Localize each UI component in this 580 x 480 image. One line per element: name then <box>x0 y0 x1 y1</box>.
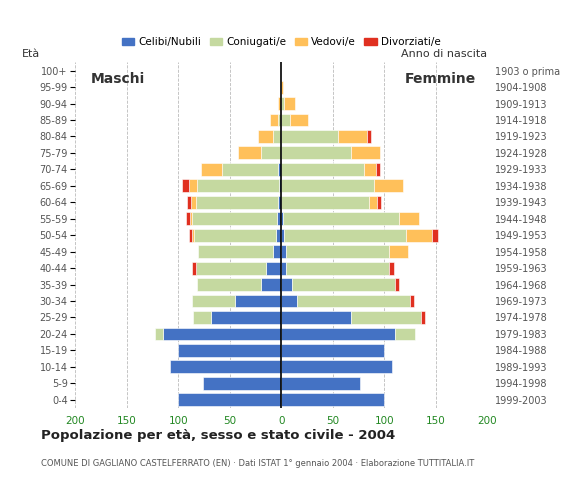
Bar <box>281 114 289 126</box>
Bar <box>192 229 194 241</box>
Text: Maschi: Maschi <box>91 72 145 86</box>
Bar <box>278 196 281 209</box>
Bar <box>281 130 338 143</box>
Bar <box>398 212 419 225</box>
Bar <box>163 327 281 340</box>
Bar <box>258 130 273 143</box>
Bar <box>277 212 281 225</box>
Bar <box>281 262 287 275</box>
Bar <box>281 393 384 406</box>
Bar <box>292 278 394 291</box>
Bar <box>178 393 281 406</box>
Bar <box>281 146 351 159</box>
Bar <box>197 278 260 291</box>
Bar <box>281 360 393 373</box>
Bar <box>192 262 196 275</box>
Bar <box>191 196 196 209</box>
Bar <box>394 278 398 291</box>
Bar <box>394 327 415 340</box>
Bar <box>377 196 381 209</box>
Bar <box>284 97 295 110</box>
Bar <box>410 295 414 308</box>
Bar <box>273 130 281 143</box>
Bar <box>281 229 284 241</box>
Bar <box>281 81 284 94</box>
Bar <box>421 311 425 324</box>
Bar <box>364 163 376 176</box>
Text: Femmine: Femmine <box>405 72 476 86</box>
Bar <box>338 130 367 143</box>
Bar <box>289 114 308 126</box>
Bar <box>281 295 297 308</box>
Bar <box>203 377 281 390</box>
Bar <box>260 146 281 159</box>
Bar <box>155 327 163 340</box>
Bar <box>351 311 421 324</box>
Text: Anno di nascita: Anno di nascita <box>401 49 487 59</box>
Bar <box>284 229 406 241</box>
Bar <box>186 212 190 225</box>
Bar <box>281 377 360 390</box>
Bar <box>170 360 281 373</box>
Bar <box>287 262 389 275</box>
Bar <box>278 163 281 176</box>
Bar <box>194 229 276 241</box>
Bar <box>201 163 222 176</box>
Bar <box>281 180 374 192</box>
Bar <box>192 295 235 308</box>
Bar <box>235 295 281 308</box>
Bar <box>297 295 410 308</box>
Bar <box>281 196 369 209</box>
Bar <box>183 180 188 192</box>
Bar <box>281 327 394 340</box>
Bar <box>193 311 211 324</box>
Text: COMUNE DI GAGLIANO CASTELFERRATO (EN) · Dati ISTAT 1° gennaio 2004 · Elaborazion: COMUNE DI GAGLIANO CASTELFERRATO (EN) · … <box>41 458 474 468</box>
Bar <box>178 344 281 357</box>
Bar <box>196 196 278 209</box>
Legend: Celibi/Nubili, Coniugati/e, Vedovi/e, Divorziati/e: Celibi/Nubili, Coniugati/e, Vedovi/e, Di… <box>118 33 445 51</box>
Text: Età: Età <box>22 49 40 59</box>
Bar <box>266 262 281 275</box>
Bar <box>276 229 281 241</box>
Bar <box>278 114 281 126</box>
Bar <box>273 245 281 258</box>
Bar <box>281 344 384 357</box>
Bar <box>281 212 284 225</box>
Bar <box>284 212 398 225</box>
Bar <box>389 262 393 275</box>
Bar <box>187 196 191 209</box>
Bar <box>281 245 287 258</box>
Bar <box>238 146 260 159</box>
Bar <box>367 130 371 143</box>
Bar <box>281 163 364 176</box>
Bar <box>198 245 273 258</box>
Bar <box>287 245 389 258</box>
Bar <box>260 278 281 291</box>
Bar <box>389 245 408 258</box>
Bar <box>279 180 281 192</box>
Bar <box>369 196 377 209</box>
Bar <box>222 163 278 176</box>
Bar <box>281 278 292 291</box>
Bar <box>406 229 432 241</box>
Bar <box>376 163 380 176</box>
Bar <box>351 146 380 159</box>
Bar <box>196 262 266 275</box>
Bar <box>432 229 438 241</box>
Bar <box>190 212 192 225</box>
Bar <box>197 180 279 192</box>
Bar <box>374 180 403 192</box>
Bar <box>278 97 281 110</box>
Bar <box>270 114 278 126</box>
Bar <box>281 311 351 324</box>
Bar <box>188 229 192 241</box>
Bar <box>281 97 284 110</box>
Bar <box>192 212 277 225</box>
Bar <box>211 311 281 324</box>
Bar <box>188 180 197 192</box>
Text: Popolazione per età, sesso e stato civile - 2004: Popolazione per età, sesso e stato civil… <box>41 429 395 442</box>
